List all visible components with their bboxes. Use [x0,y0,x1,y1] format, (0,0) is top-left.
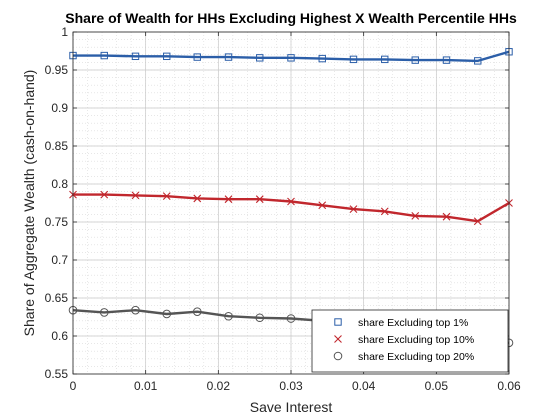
legend-item-1: share Excluding top 1% [334,317,468,329]
data-point [411,212,420,220]
series-2 [69,190,513,226]
data-point [131,191,140,200]
data-point [100,51,108,60]
data-point [318,201,327,210]
marker-stroke [162,192,171,201]
y-tick-label: 0.9 [51,101,68,115]
y-tick-label: 0.6 [51,329,68,343]
marker-stroke [473,217,482,226]
data-point [411,56,419,64]
legend-marker [333,351,343,361]
data-point [224,311,233,321]
data-point [255,195,264,204]
marker-stroke [224,195,233,204]
marker-stroke [255,195,264,204]
data-point [224,195,233,204]
data-point [255,313,265,323]
data-point [193,194,202,203]
y-axis-label: Share of Aggregate Wealth (cash-on-hand) [21,70,37,337]
y-tick-label: 0.8 [51,177,68,191]
data-point [442,56,451,64]
data-point [193,53,201,61]
legend-item-3: share Excluding top 20% [333,351,474,363]
data-point [162,192,171,201]
marker-stroke [287,197,295,206]
y-tick-label: 1 [61,25,68,39]
y-tick-label: 0.75 [45,215,69,229]
data-point [192,307,202,316]
marker-stroke [193,194,202,203]
data-point [162,309,172,319]
x-tick-label: 0.01 [134,379,158,393]
series-1 [69,48,513,65]
legend-item-2: share Excluding top 10% [334,334,474,346]
data-point [100,190,109,199]
marker-stroke [334,335,342,343]
y-tick-label: 0.55 [45,367,69,381]
legend-label: share Excluding top 10% [358,334,474,346]
x-tick-label: 0.04 [352,379,376,393]
x-tick-label: 0.06 [497,379,521,393]
y-tick-label: 0.65 [45,291,69,305]
marker-stroke [380,207,389,216]
data-point [99,308,109,317]
x-tick-label: 0 [70,379,77,393]
chart-title: Share of Wealth for HHs Excluding Highes… [65,10,517,26]
data-point [442,212,451,221]
y-tick-label: 0.7 [51,253,68,267]
x-tick-label: 0.05 [425,379,449,393]
data-point [286,314,296,323]
legend-label: share Excluding top 20% [358,351,474,363]
data-point [381,55,389,64]
x-tick-label: 0.03 [279,379,303,393]
marker-stroke [131,191,140,200]
x-tick-label: 0.02 [207,379,231,393]
series-line-1 [73,50,510,63]
x-axis-label: Save Interest [250,399,333,415]
marker-stroke [100,190,109,199]
data-point [287,197,295,206]
marker-stroke [318,201,327,210]
legend-marker [334,335,342,343]
marker-stroke [349,205,358,213]
data-point [131,305,140,315]
data-point [287,54,295,62]
data-point [256,54,264,62]
marker-stroke [442,212,451,221]
data-point [318,54,326,63]
data-point [131,52,140,61]
y-tick-label: 0.95 [45,63,69,77]
legend-label: share Excluding top 1% [358,317,468,329]
data-point [380,207,389,216]
y-tick-label: 0.85 [45,139,69,153]
data-point [474,57,482,65]
data-point [473,217,482,226]
legend-marker [334,318,342,326]
legend-box [311,309,509,373]
data-point [349,55,358,64]
axis-ticks: 0 0.01 0.02 0.03 0.04 0.05 0.06 0.55 0.6 0.65 0.7 0… [45,25,521,393]
data-point [224,53,233,61]
legend: share Excluding top 1% share Excluding to… [311,309,509,373]
data-point [163,52,171,61]
data-point [349,205,358,213]
marker-stroke [411,212,420,220]
